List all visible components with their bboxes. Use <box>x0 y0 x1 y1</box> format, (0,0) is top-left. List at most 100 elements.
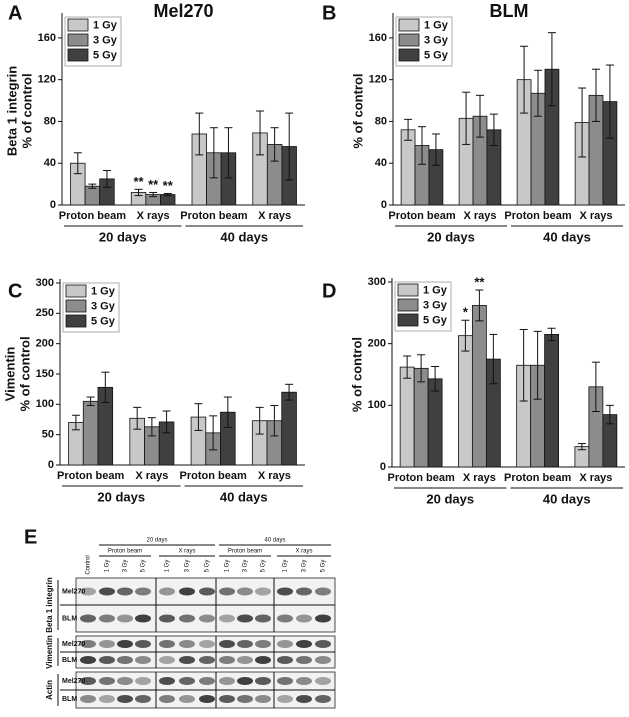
error-bar <box>475 289 484 322</box>
error-bar <box>255 406 264 435</box>
y-tick-label: 0 <box>48 459 54 471</box>
legend-swatch <box>397 283 419 297</box>
error-bar <box>592 68 600 122</box>
error-bar <box>270 405 279 437</box>
treatment-label: Proton beam <box>228 549 262 555</box>
error-bar <box>520 45 529 114</box>
blot-band <box>255 614 271 623</box>
blot-band <box>117 656 133 664</box>
legend-label: 1 Gy <box>423 284 448 296</box>
blot-band <box>255 656 271 664</box>
blot-band <box>237 587 253 596</box>
group-label: 20 days <box>426 491 474 506</box>
chart-title: BLM <box>490 1 529 21</box>
y-tick-label: 40 <box>44 157 56 169</box>
lane-label: 1 Gy <box>225 560 231 573</box>
blot-band <box>237 640 253 648</box>
error-bar <box>489 333 498 385</box>
y-tick-label: 120 <box>369 74 387 86</box>
blot-band <box>80 677 96 685</box>
blot-band <box>315 614 331 623</box>
lane-label: 5 Gy <box>261 560 267 573</box>
blot-band <box>179 656 195 664</box>
panel-label: D <box>322 280 336 302</box>
blot-band <box>237 695 253 703</box>
y-axis-label: % of control <box>349 337 364 412</box>
blot-band <box>99 656 115 664</box>
blot-band <box>99 587 115 596</box>
error-bar <box>133 406 142 430</box>
y-tick-label: 300 <box>36 277 54 289</box>
treatment-label: X rays <box>295 549 312 555</box>
blot-band <box>199 677 215 685</box>
error-bar <box>73 152 82 175</box>
legend-swatch <box>397 298 419 312</box>
blot-band <box>219 695 235 703</box>
blot-band <box>277 640 293 648</box>
error-bar <box>270 127 279 162</box>
y-tick-label: 250 <box>36 307 54 319</box>
y-tick-label: 80 <box>375 115 387 127</box>
bar <box>82 400 99 466</box>
legend-label: 5 Gy <box>91 315 116 327</box>
y-tick-label: 100 <box>36 398 54 410</box>
y-tick-label: 0 <box>50 199 56 211</box>
blot-band <box>255 587 271 596</box>
error-bar <box>285 112 294 181</box>
panel-label: A <box>8 2 22 24</box>
treatment-label: Proton beam <box>108 549 142 555</box>
legend-label: 1 Gy <box>91 285 116 297</box>
y-tick-label: 160 <box>38 32 56 44</box>
bar <box>399 366 415 468</box>
significance-label: ** <box>148 177 159 192</box>
period-label: 20 days <box>146 538 167 544</box>
lane-label: 1 Gy <box>105 560 111 573</box>
error-bar <box>431 133 440 166</box>
y-axis-label: Vimentin <box>2 347 17 402</box>
group-label: 40 days <box>543 491 591 506</box>
blot-band <box>99 614 115 623</box>
blot-band <box>277 677 293 685</box>
error-bar <box>547 327 556 342</box>
lane-label: 3 Gy <box>243 560 249 573</box>
cell-line-label: BLM <box>62 657 77 664</box>
error-bar <box>461 319 470 352</box>
x-tick-label: Proton beam <box>180 210 247 222</box>
bar <box>544 334 559 468</box>
legend-label: 3 Gy <box>91 300 116 312</box>
error-bar <box>591 361 600 412</box>
blot-band <box>296 640 312 648</box>
blot-band <box>219 587 235 596</box>
y-tick-label: 0 <box>380 461 386 473</box>
blot-band <box>237 656 253 664</box>
y-tick-label: 50 <box>42 429 54 441</box>
bar <box>160 194 176 206</box>
y-axis-label: % of control <box>19 73 34 148</box>
blot-band <box>117 695 133 703</box>
y-tick-label: 200 <box>368 338 386 350</box>
blot-band <box>315 677 331 685</box>
blot-band <box>315 587 331 596</box>
blot-band <box>296 695 312 703</box>
blot-band <box>179 695 195 703</box>
lane-label: Control <box>86 555 92 574</box>
significance-label: ** <box>133 174 144 189</box>
cell-line-label: Mel270 <box>62 641 85 648</box>
period-label: 40 days <box>264 538 285 544</box>
blot-band <box>255 640 271 648</box>
blot-band <box>159 587 175 596</box>
group-label: 40 days <box>220 229 268 244</box>
legend-swatch <box>65 284 87 298</box>
blot-band <box>179 587 195 596</box>
blot-band <box>80 614 96 623</box>
blot-band <box>296 614 312 623</box>
error-bar <box>223 396 232 428</box>
error-bar <box>577 443 586 451</box>
legend-label: 3 Gy <box>424 34 449 46</box>
panel-label: E <box>24 526 37 548</box>
lane-label: 1 Gy <box>283 560 289 573</box>
x-tick-label: Proton beam <box>504 472 571 484</box>
legend-label: 5 Gy <box>93 49 118 61</box>
x-tick-label: Proton beam <box>388 210 455 222</box>
lane-label: 3 Gy <box>123 560 129 573</box>
